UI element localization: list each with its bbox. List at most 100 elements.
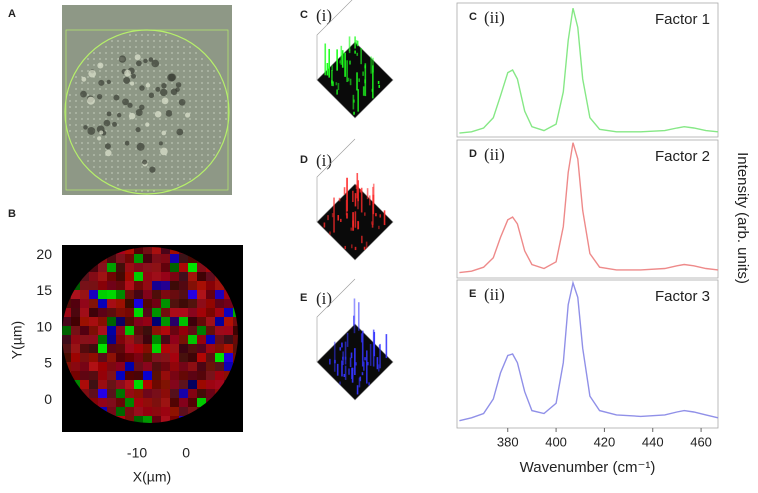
heatmap-cell [206,389,215,398]
heatmap-cell [98,272,107,281]
heatmap-cell [206,344,215,353]
panel-label: D [300,154,308,166]
grid-dot [219,130,221,132]
grid-dot [123,52,125,54]
grid-dot [183,166,185,168]
grid-dot [141,70,143,72]
heatmap-cell [125,407,134,416]
heatmap-cell [188,308,197,317]
grid-dot [111,166,113,168]
heatmap-cell [197,308,206,317]
y-axis-label: Y(µm) [9,321,25,359]
heatmap-cell [89,344,98,353]
heatmap-cell [152,317,161,326]
granule [113,94,120,101]
y-tick-label: 10 [36,318,52,334]
grid-dot [141,136,143,138]
grid-dot [81,82,83,84]
heatmap-cell [98,290,107,299]
grid-dot [147,160,149,162]
grid-dot [177,118,179,120]
grid-dot [99,76,101,78]
grid-dot [117,130,119,132]
heatmap-cell [170,353,179,362]
grid-dot [87,160,89,162]
y-tick-label: 5 [44,355,52,371]
heatmap-cell [188,299,197,308]
grid-dot [183,148,185,150]
grid-dot [147,118,149,120]
grid-dot [111,172,113,174]
grid-dot [213,130,215,132]
heatmap-cell [179,407,188,416]
grid-dot [81,118,83,120]
heatmap-cell [188,398,197,407]
grid-dot [69,94,71,96]
granule [103,119,111,127]
grid-dot [171,136,173,138]
grid-dot [183,136,185,138]
grid-dot [177,58,179,60]
grid-dot [105,142,107,144]
grid-dot [75,112,77,114]
spectrum [459,8,719,134]
granule [131,73,137,79]
heatmap-cell [224,308,233,317]
grid-dot [69,100,71,102]
grid-dot [87,70,89,72]
heatmap-cell [116,263,125,272]
heatmap-cell [116,344,125,353]
heatmap-cell [98,353,107,362]
heatmap-cell [62,317,71,326]
grid-dot [117,100,119,102]
heatmap-cell [134,326,143,335]
grid-dot [177,64,179,66]
grid-dot [129,64,131,66]
grid-dot [117,88,119,90]
heatmap-cell [242,326,251,335]
heatmap-cell [116,407,125,416]
grid-dot [93,142,95,144]
grid-dot [159,172,161,174]
grid-dot [189,100,191,102]
grid-dot [153,46,155,48]
heatmap-cell [170,407,179,416]
heatmap-cell [233,344,238,353]
grid-dot [117,40,119,42]
grid-dot [165,118,167,120]
grid-dot [99,106,101,108]
grid-dot [165,82,167,84]
heatmap-cell [143,290,152,299]
grid-dot [201,82,203,84]
grid-dot [117,172,119,174]
grid-dot [177,40,179,42]
heatmap-cell [89,389,98,398]
heatmap-cell [224,344,233,353]
grid-dot [111,40,113,42]
grid-dot [105,178,107,180]
heatmap-cell [179,290,188,299]
heatmap-cell [107,299,116,308]
grid-dot [129,40,131,42]
grid-dot [189,142,191,144]
heatmap-cell [116,380,125,389]
grid-dot [159,34,161,36]
grid-dot [153,70,155,72]
grid-dot [87,154,89,156]
grid-dot [195,124,197,126]
heatmap-cell [134,353,143,362]
heatmap-cell [170,317,179,326]
heatmap-cell [80,335,89,344]
grid-dot [117,136,119,138]
grid-dot [195,136,197,138]
chart-title: Factor 2 [655,148,710,165]
grid-dot [135,148,137,150]
grid-dot [87,112,89,114]
grid-dot [141,58,143,60]
grid-dot [159,64,161,66]
grid-dot [105,166,107,168]
grid-dot [99,118,101,120]
granule [122,98,129,106]
heatmap-cell [125,398,134,407]
grid-dot [129,94,131,96]
